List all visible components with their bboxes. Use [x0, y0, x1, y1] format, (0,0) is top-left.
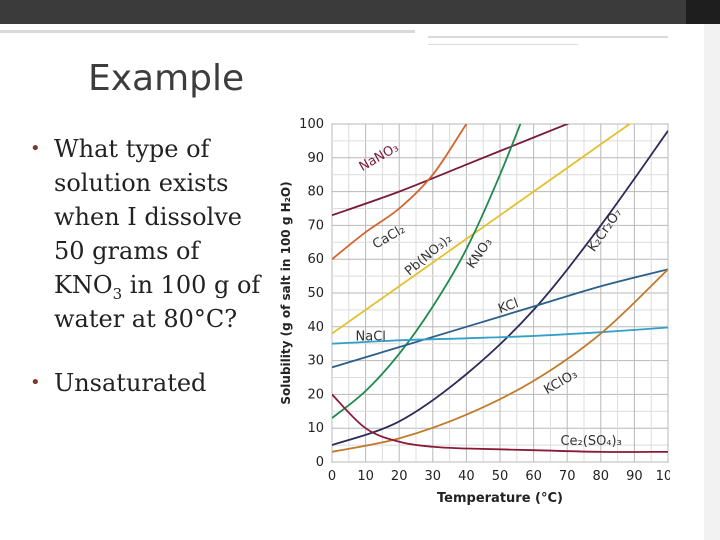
x-tick-label: 80 — [593, 469, 610, 484]
y-tick-label: 20 — [307, 387, 324, 402]
series-line-kno — [332, 124, 522, 419]
header-rule — [0, 30, 415, 33]
bullet-list: • What type of solution exists when I di… — [30, 132, 270, 400]
slide-title: Example — [88, 58, 245, 99]
x-tick-label: 40 — [458, 469, 475, 484]
right-edge-bar — [704, 24, 720, 540]
series-label: Ce₂(SO₄)₃ — [560, 434, 621, 449]
x-tick-label: 100 — [656, 469, 670, 484]
slide-top-bar — [0, 0, 720, 24]
x-tick-label: 30 — [425, 469, 442, 484]
x-tick-label: 0 — [328, 469, 336, 484]
y-axis-label: Solubility (g of salt in 100 g H₂O) — [279, 181, 293, 404]
bullet-icon: • — [30, 138, 41, 159]
x-tick-label: 90 — [626, 469, 643, 484]
series-line-pbno — [332, 124, 632, 335]
y-tick-label: 30 — [307, 354, 324, 369]
series-line-kcro — [332, 130, 668, 446]
y-tick-label: 100 — [299, 117, 324, 132]
x-axis-label: Temperature (°C) — [437, 491, 563, 506]
y-tick-label: 40 — [307, 320, 324, 335]
grid-layer — [331, 123, 669, 463]
y-tick-label: 10 — [307, 421, 324, 436]
x-tick-label: 20 — [391, 469, 408, 484]
series-line-cacl — [332, 124, 468, 260]
y-tick-label: 50 — [307, 286, 324, 301]
slide-top-bar-corner — [686, 0, 720, 24]
series-layer — [332, 124, 668, 453]
question-subscript: 3 — [112, 284, 123, 303]
series-line-nano — [332, 124, 570, 217]
x-tick-label: 70 — [559, 469, 576, 484]
x-tick-label: 10 — [357, 469, 374, 484]
y-tick-label: 80 — [307, 185, 324, 200]
axis-layer: 0 10 20 30 40 50 60 70 80 90 100 0 10 20 30 40 50 60 70 80 9… — [279, 117, 670, 506]
series-line-ceso — [332, 393, 668, 453]
y-tick-label: 0 — [316, 455, 324, 470]
question-text-a: What type of solution exists when I diss… — [54, 135, 242, 299]
y-tick-label: 70 — [307, 218, 324, 233]
bullet-answer: • Unsaturated — [30, 366, 270, 400]
x-tick-label: 50 — [492, 469, 509, 484]
bullet-question: • What type of solution exists when I di… — [30, 132, 270, 336]
y-tick-label: 60 — [307, 252, 324, 267]
answer-text: Unsaturated — [54, 369, 207, 397]
header-rule-thin — [428, 44, 578, 45]
series-line-kcl — [332, 268, 668, 369]
question-text-b: in 100 g of water at 80°C? — [54, 271, 261, 333]
series-line-kclo — [332, 268, 668, 453]
y-tick-label: 90 — [307, 151, 324, 166]
series-label: NaCl — [356, 329, 386, 344]
bullet-icon: • — [30, 372, 41, 393]
x-tick-label: 60 — [525, 469, 542, 484]
series-label: KCl — [496, 296, 520, 317]
header-rule-short — [428, 36, 668, 38]
series-line-nacl — [332, 326, 668, 345]
